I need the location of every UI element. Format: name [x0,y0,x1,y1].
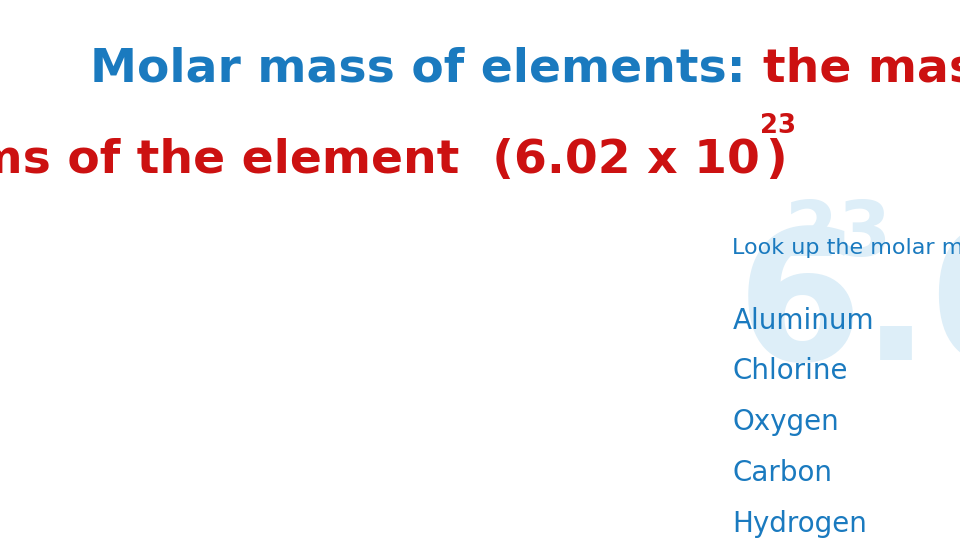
Text: Molar mass of elements:: Molar mass of elements: [90,47,762,92]
Text: the mass of 1: the mass of 1 [762,47,960,92]
Text: Carbon: Carbon [732,459,832,487]
Text: ): ) [765,138,787,183]
Text: Hydrogen: Hydrogen [732,510,867,538]
Text: Oxygen: Oxygen [732,408,839,436]
Text: Chlorine: Chlorine [732,357,848,386]
Text: Look up the molar mass of the following elements:: Look up the molar mass of the following … [732,239,960,259]
Text: Aluminum: Aluminum [732,307,874,335]
Text: 23: 23 [785,198,892,272]
Text: 23: 23 [760,112,797,139]
Text: mole of atoms of the element  (6.02 x 10: mole of atoms of the element (6.02 x 10 [0,138,760,183]
Text: 6.02x10: 6.02x10 [736,222,960,398]
